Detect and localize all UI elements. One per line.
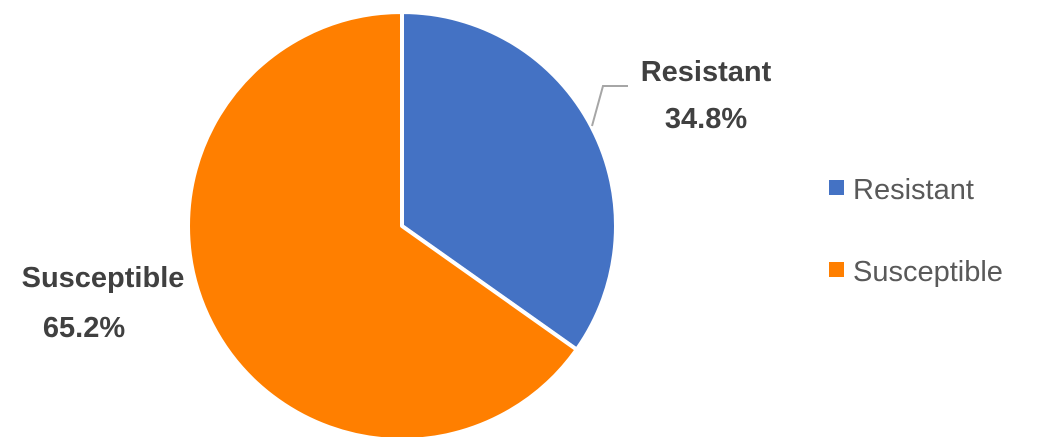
pie-slice-resistant [400,10,619,352]
legend-swatch-susceptible [829,262,844,277]
susceptible-label-name: Susceptible [22,262,185,294]
pie-slice-susceptible [186,10,579,437]
legend: Resistant Susceptible [829,174,1003,288]
legend-swatch-resistant [829,180,844,195]
legend-item-susceptible: Susceptible [829,256,1003,288]
legend-item-resistant: Resistant [829,174,974,206]
legend-label-resistant: Resistant [853,174,974,206]
pie-slices [186,10,619,437]
resistant-data-label: Resistant 34.8% [641,56,772,135]
resistant-leader-line [591,85,628,127]
susceptible-label-percent: 65.2% [43,312,125,344]
legend-label-susceptible: Susceptible [853,256,1003,288]
resistant-label-name: Resistant [641,56,772,88]
resistant-label-percent: 34.8% [665,103,747,135]
susceptible-data-label: Susceptible 65.2% [22,262,185,344]
